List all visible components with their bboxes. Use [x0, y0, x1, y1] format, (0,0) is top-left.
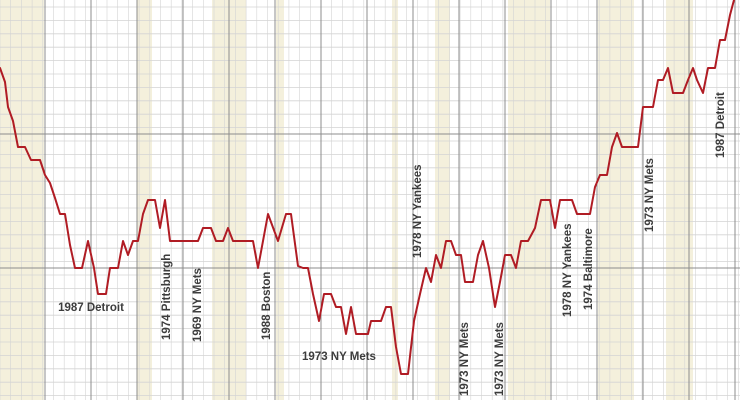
series-line: [0, 0, 735, 375]
annotation-label: 1973 NY Mets: [494, 322, 506, 396]
annotation-label: 1978 NY Yankees: [412, 164, 424, 258]
shaded-band: [435, 0, 450, 400]
annotation-label: 1973 NY Mets: [459, 322, 471, 396]
annotation-layer: 1987 Detroit 1973 NY Mets 1974 Pittsburgh 1…: [58, 92, 727, 396]
shaded-band: [276, 0, 284, 400]
annotation-label: 1969 NY Mets: [192, 268, 204, 342]
annotation-label: 1988 Boston: [261, 272, 273, 340]
shaded-bands: [0, 0, 693, 400]
annotation-label: 1978 NY Yankees: [562, 223, 574, 317]
shaded-band: [598, 0, 634, 400]
shaded-band: [392, 0, 398, 400]
annotation-label: 1973 NY Mets: [644, 158, 656, 232]
annotation-label: 1973 NY Mets: [302, 351, 376, 363]
annotation-label: 1987 Detroit: [58, 302, 124, 314]
shaded-band: [137, 0, 152, 400]
series-layer: [0, 0, 735, 375]
shaded-band: [0, 0, 44, 400]
annotation-label: 1974 Pittsburgh: [161, 254, 173, 340]
annotation-label: 1987 Detroit: [715, 92, 727, 158]
annotation-label: 1974 Baltimore: [583, 228, 595, 310]
